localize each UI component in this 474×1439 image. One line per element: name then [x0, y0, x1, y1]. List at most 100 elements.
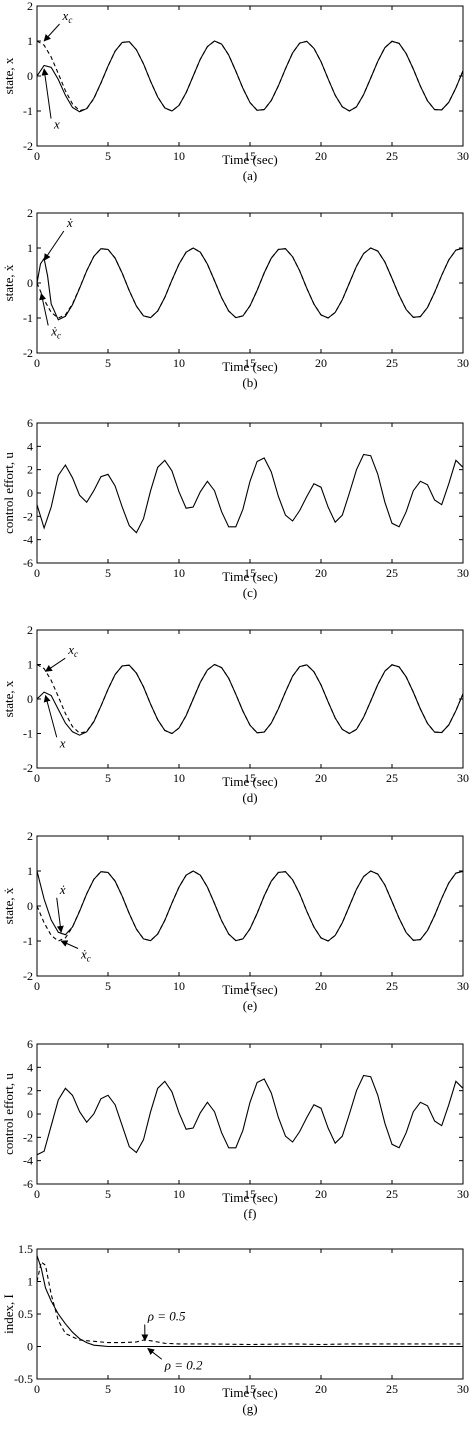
- y-tick-label: -1: [23, 104, 33, 118]
- x-tick-label: 30: [457, 979, 469, 993]
- y-tick-label: -2: [23, 346, 33, 360]
- x-tick-label: 30: [457, 1187, 469, 1201]
- annotation-arrow: [44, 657, 66, 672]
- series-line-dashed: [37, 40, 463, 112]
- x-tick-label: 25: [386, 1382, 398, 1396]
- x-tick-label: 25: [386, 979, 398, 993]
- series-line-solid: [37, 663, 463, 736]
- annotation-base: ẋ: [66, 215, 73, 230]
- annotation-label: ẋc: [50, 324, 61, 341]
- series-line-dashed: [37, 247, 463, 319]
- y-tick-label: 6: [27, 1037, 33, 1051]
- plot-frame: [36, 1043, 464, 1185]
- y-tick-label: 1: [27, 241, 33, 255]
- x-tick-label: 20: [315, 149, 327, 163]
- y-axis-label: state, ẋ: [1, 887, 16, 924]
- x-tick-label: 5: [105, 149, 111, 163]
- y-tick-label: -1: [23, 727, 33, 741]
- y-tick-label: -2: [23, 139, 33, 153]
- x-tick-label: 10: [173, 356, 185, 370]
- plot-frame: [36, 5, 464, 147]
- y-tick-label: 1.5: [18, 1242, 33, 1256]
- x-axis-label: Time (sec): [222, 569, 278, 584]
- y-tick-label: -6: [23, 1177, 33, 1191]
- annotation-label: x: [53, 117, 60, 132]
- x-tick-label: 10: [173, 1382, 185, 1396]
- x-axis-label: Time (sec): [222, 1385, 278, 1400]
- x-tick-label: 15: [244, 771, 256, 785]
- series-line-dashed: [37, 663, 463, 735]
- x-tick-label: 30: [457, 566, 469, 580]
- plot-frame: [36, 629, 464, 769]
- x-tick-label: 0: [34, 771, 40, 785]
- y-tick-label: 0: [27, 692, 33, 706]
- panel-caption: (a): [243, 168, 257, 183]
- annotation-label: ẋ: [59, 882, 66, 897]
- annotation-base: ẋ: [80, 947, 87, 962]
- y-tick-label: 1: [27, 864, 33, 878]
- x-axis-label: Time (sec): [222, 359, 278, 374]
- x-tick-label: 25: [386, 149, 398, 163]
- y-tick-label: -4: [23, 1154, 33, 1168]
- y-tick-label: 1: [27, 34, 33, 48]
- annotation-arrow: [147, 1348, 163, 1360]
- x-tick-label: 10: [173, 149, 185, 163]
- y-axis-label: index, I: [1, 1294, 16, 1334]
- plot-frame: [36, 422, 464, 564]
- x-tick-label: 25: [386, 566, 398, 580]
- panel-caption: (e): [243, 998, 257, 1013]
- y-axis-label: control effort, u: [1, 452, 16, 534]
- y-tick-label: 2: [27, 206, 33, 220]
- x-axis-label: Time (sec): [222, 774, 278, 789]
- y-axis-label: state, ẋ: [1, 264, 16, 301]
- chart-c: 0 5 10 15 20 25 30 -6 -4 -2 0 2 4 6 Time (sec) control …: [1, 416, 469, 600]
- series-line-dashed: [37, 1261, 463, 1346]
- annotation-arrow: [43, 694, 58, 738]
- y-tick-label: 0: [27, 276, 33, 290]
- chart-b: 0 5 10 15 20 25 30 -2 -1 0 1 2 Time (sec) state, ẋ (b)…: [1, 206, 469, 390]
- x-tick-label: 15: [244, 1382, 256, 1396]
- x-tick-label: 0: [34, 979, 40, 993]
- y-tick-label: 0.5: [18, 1307, 33, 1321]
- annotation-subscript: c: [57, 331, 61, 341]
- annotation-arrow: [39, 292, 49, 326]
- x-axis-label: Time (sec): [222, 982, 278, 997]
- y-tick-label: -2: [23, 969, 33, 983]
- annotation-subscript: c: [68, 15, 72, 25]
- chart-a: 0 5 10 15 20 25 30 -2 -1 0 1 2 Time (sec) state, x (a)…: [1, 0, 469, 183]
- x-tick-label: 5: [105, 1382, 111, 1396]
- panel-caption: (b): [242, 375, 257, 390]
- annotation-base: x: [59, 735, 66, 750]
- y-axis-label: state, x: [1, 680, 16, 717]
- annotation-base: ẋ: [59, 882, 66, 897]
- x-tick-label: 30: [457, 356, 469, 370]
- x-tick-label: 20: [315, 356, 327, 370]
- y-tick-label: 2: [27, 1084, 33, 1098]
- panel-caption: (d): [242, 790, 257, 805]
- x-tick-label: 25: [386, 1187, 398, 1201]
- annotation-base: ẋ: [50, 324, 57, 339]
- series-line-solid: [37, 40, 463, 113]
- series-line-solid: [37, 453, 463, 534]
- y-axis-label: state, x: [1, 57, 16, 94]
- plot-frame: [36, 212, 464, 354]
- x-tick-label: 10: [173, 771, 185, 785]
- x-tick-label: 0: [34, 1187, 40, 1201]
- x-tick-label: 5: [105, 356, 111, 370]
- x-tick-label: 25: [386, 771, 398, 785]
- y-tick-label: 2: [27, 0, 33, 13]
- series-line-solid: [37, 870, 463, 942]
- y-tick-label: 2: [27, 463, 33, 477]
- series-line-solid: [37, 1255, 463, 1348]
- y-tick-label: 1: [27, 658, 33, 672]
- x-tick-label: 0: [34, 566, 40, 580]
- y-tick-label: -6: [23, 556, 33, 570]
- annotation-label: x: [59, 735, 66, 750]
- y-tick-label: 2: [27, 623, 33, 637]
- y-tick-label: 2: [27, 829, 33, 843]
- panel-caption: (f): [244, 1206, 257, 1221]
- y-tick-label: 0: [27, 69, 33, 83]
- x-tick-label: 30: [457, 1382, 469, 1396]
